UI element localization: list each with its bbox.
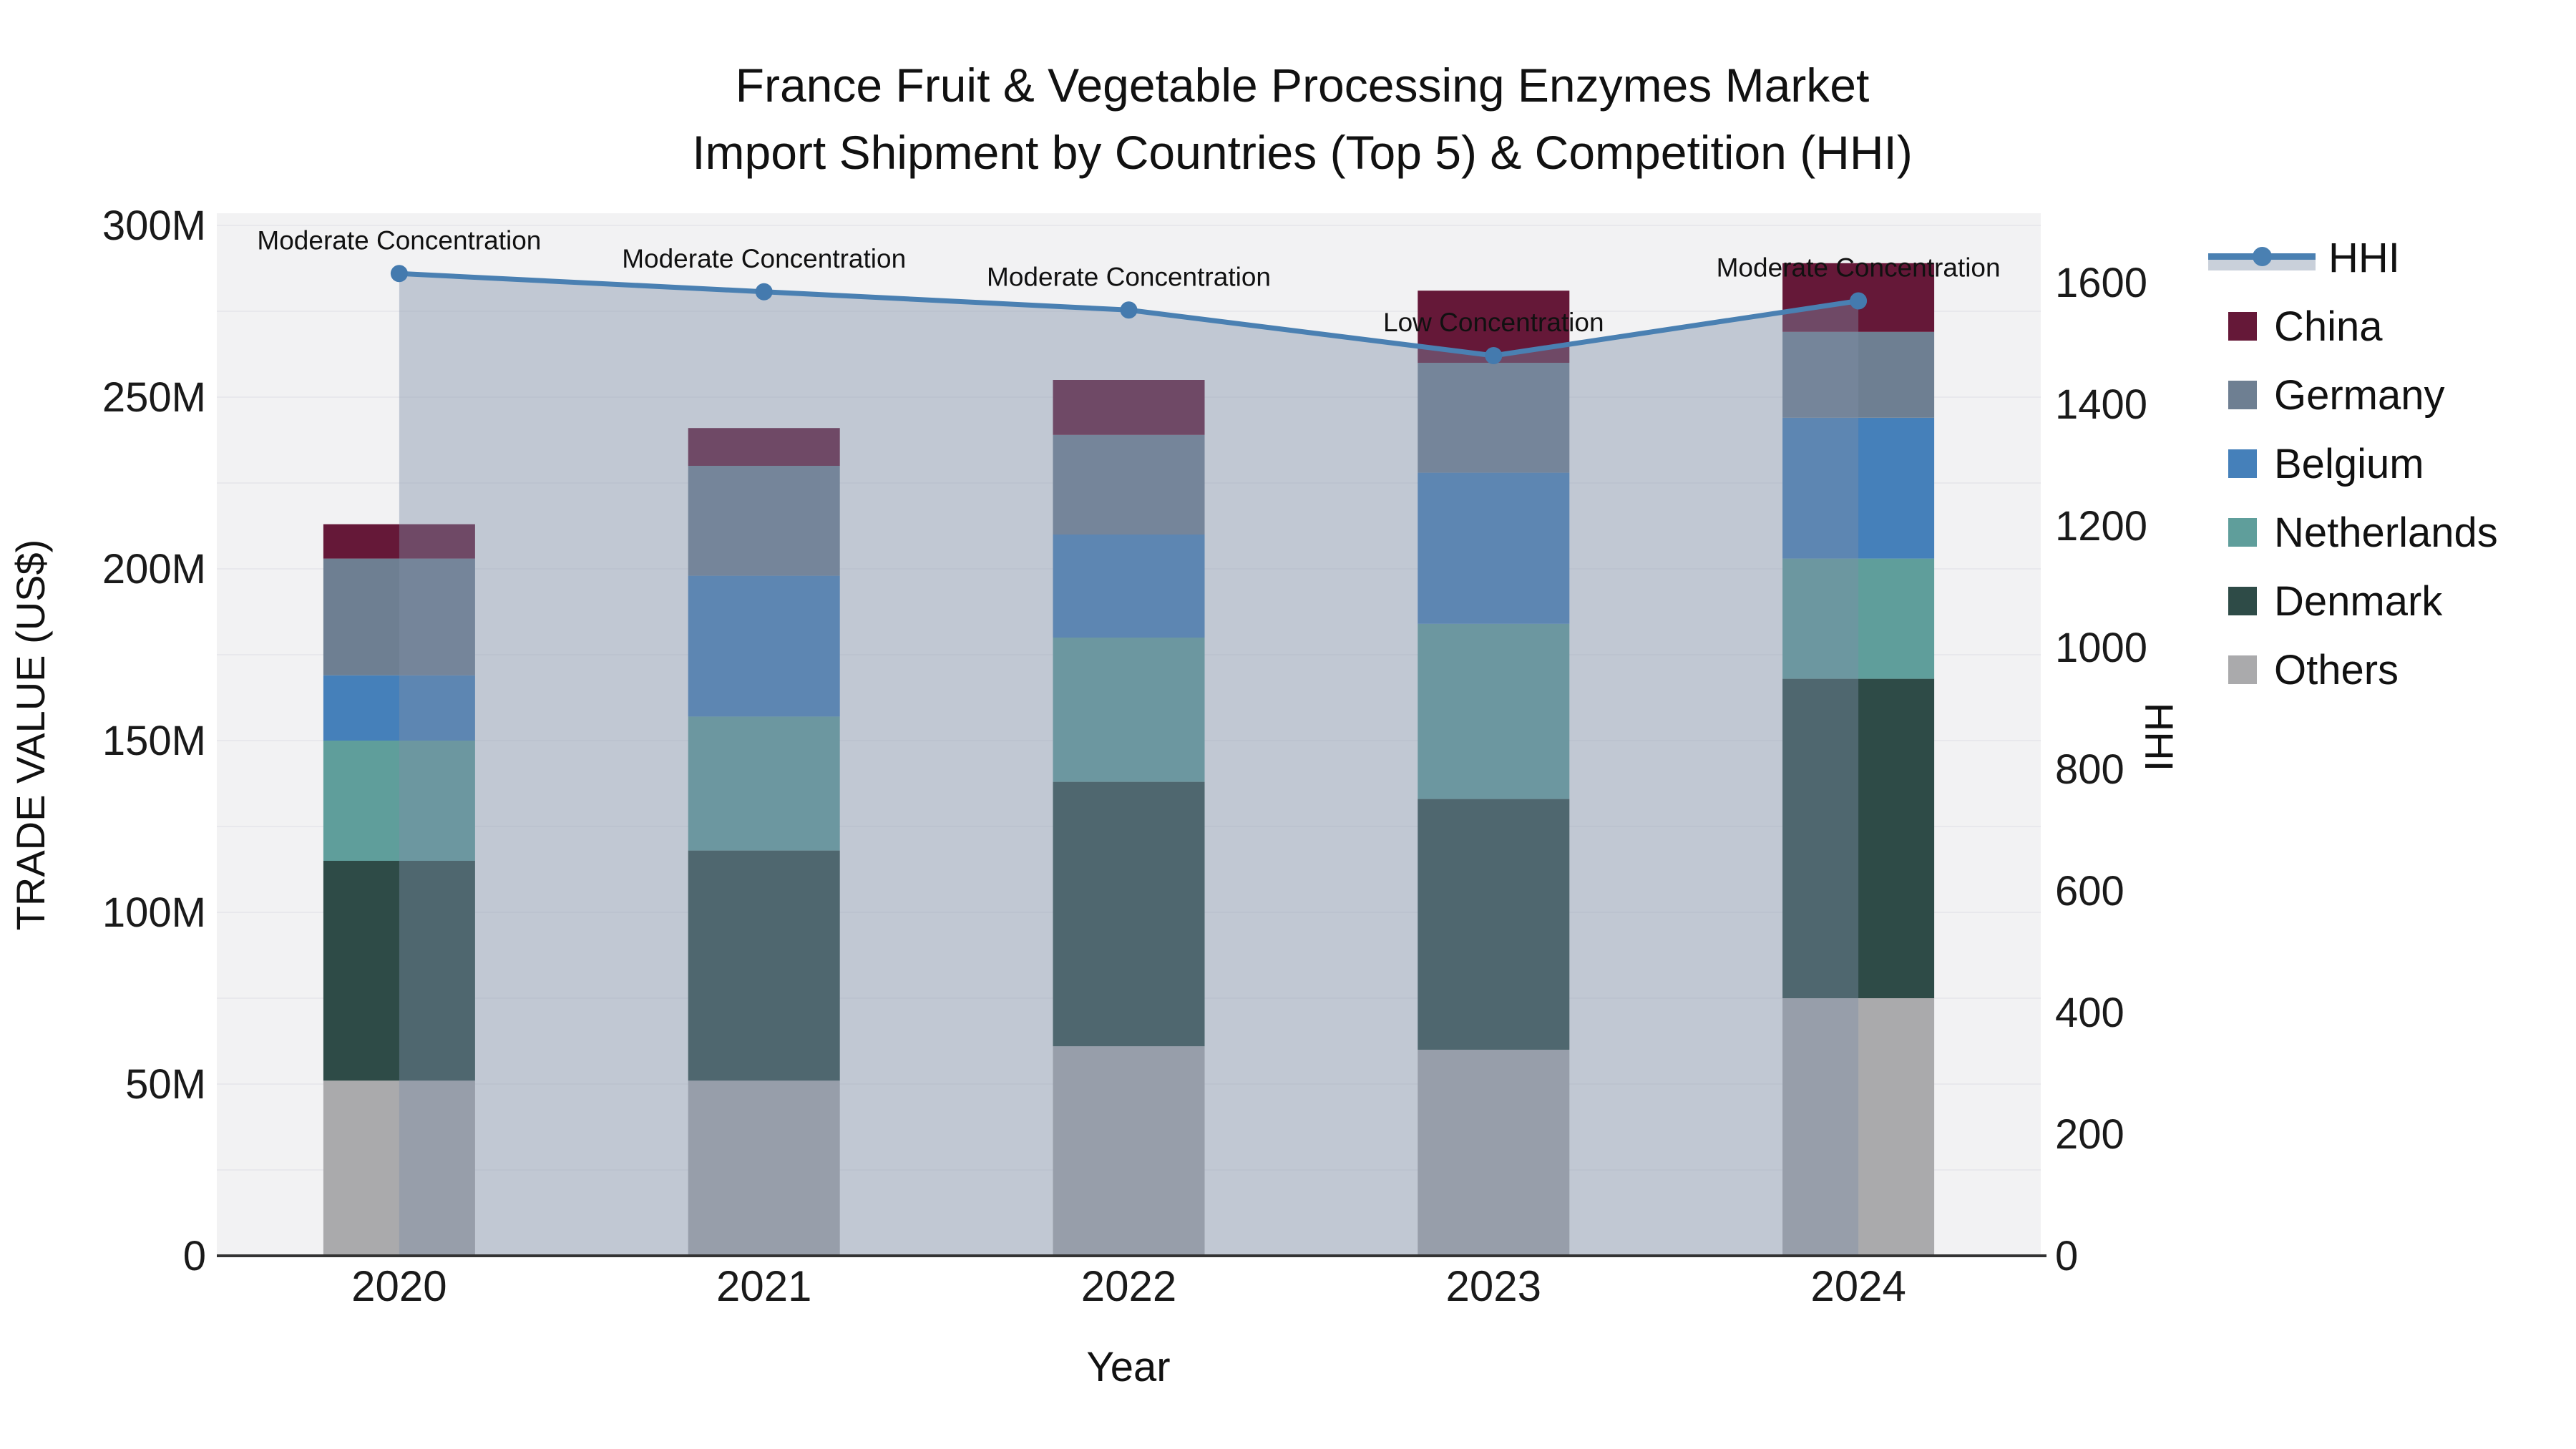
x-tick-2024: 2024 xyxy=(1810,1262,1906,1310)
bar-segment-2021-china[interactable] xyxy=(688,428,840,466)
bar-segment-2022-others[interactable] xyxy=(1053,1046,1205,1256)
y-right-axis-title: HHI xyxy=(2137,703,2182,771)
legend-label: Denmark xyxy=(2274,577,2443,625)
x-tick-2023: 2023 xyxy=(1446,1262,1541,1310)
legend-label: HHI xyxy=(2328,234,2400,281)
legend-item-china[interactable]: China xyxy=(2208,303,2498,350)
y-right-tick-600: 600 xyxy=(2055,868,2124,914)
legend-label: Belgium xyxy=(2274,440,2424,487)
annotation-2024: Moderate Concentration xyxy=(1717,253,2001,283)
y-left-tick-100M: 100M xyxy=(102,889,206,936)
legend-label: Netherlands xyxy=(2274,509,2498,556)
annotation-2021: Moderate Concentration xyxy=(622,244,906,273)
bar-segment-2022-denmark[interactable] xyxy=(1053,781,1205,1047)
y-right-tick-1000: 1000 xyxy=(2055,625,2147,671)
legend-label: Germany xyxy=(2274,371,2445,419)
x-axis-title: Year xyxy=(1086,1344,1170,1390)
hhi-point-2021[interactable] xyxy=(755,283,773,301)
legend-item-hhi[interactable]: HHI xyxy=(2208,234,2498,281)
x-tick-2021: 2021 xyxy=(716,1262,811,1310)
hhi-line-icon xyxy=(2208,242,2316,273)
legend-swatch-icon xyxy=(2228,587,2257,615)
bar-segment-2022-germany[interactable] xyxy=(1053,434,1205,535)
hhi-area-fill xyxy=(399,273,1859,1256)
bar-segment-2024-others[interactable] xyxy=(1782,998,1935,1256)
bar-segment-2020-belgium[interactable] xyxy=(323,675,475,741)
bar-segment-2020-netherlands[interactable] xyxy=(323,741,475,861)
legend-item-denmark[interactable]: Denmark xyxy=(2208,577,2498,625)
bar-segment-2024-germany[interactable] xyxy=(1782,331,1935,418)
hhi-point-2024[interactable] xyxy=(1850,292,1868,310)
legend-swatch-icon xyxy=(2228,655,2257,684)
legend-item-others[interactable]: Others xyxy=(2208,646,2498,693)
bar-segment-2022-belgium[interactable] xyxy=(1053,535,1205,638)
bar-segment-2022-china[interactable] xyxy=(1053,380,1205,435)
y-right-tick-200: 200 xyxy=(2055,1111,2124,1158)
bar-segment-2024-netherlands[interactable] xyxy=(1782,558,1935,679)
hhi-point-2023[interactable] xyxy=(1485,347,1503,364)
annotation-2020: Moderate Concentration xyxy=(257,225,541,255)
legend-item-netherlands[interactable]: Netherlands xyxy=(2208,509,2498,556)
bar-segment-2023-denmark[interactable] xyxy=(1418,799,1570,1050)
legend-swatch-icon xyxy=(2228,381,2257,409)
y-left-tick-200M: 200M xyxy=(102,546,206,592)
y-right-tick-800: 800 xyxy=(2055,746,2124,793)
chart-title-line1: France Fruit & Vegetable Processing Enzy… xyxy=(735,59,1870,112)
bar-segment-2021-others[interactable] xyxy=(688,1080,840,1256)
bar-segment-2020-china[interactable] xyxy=(323,524,475,559)
y-left-tick-250M: 250M xyxy=(102,374,206,421)
bar-segment-2020-denmark[interactable] xyxy=(323,861,475,1081)
legend-swatch-icon xyxy=(2228,312,2257,341)
bar-segment-2024-denmark[interactable] xyxy=(1782,678,1935,998)
chart-title-line2: Import Shipment by Countries (Top 5) & C… xyxy=(692,126,1913,179)
bar-segment-2021-belgium[interactable] xyxy=(688,575,840,717)
bar-segment-2021-germany[interactable] xyxy=(688,466,840,576)
bar-segment-2020-germany[interactable] xyxy=(323,558,475,675)
y-left-tick-50M: 50M xyxy=(125,1061,206,1108)
legend-label: Others xyxy=(2274,646,2399,693)
y-left-axis-title: TRADE VALUE (US$) xyxy=(8,540,53,931)
annotation-2023: Low Concentration xyxy=(1383,308,1604,337)
y-right-tick-0: 0 xyxy=(2055,1233,2078,1279)
y-right-tick-1200: 1200 xyxy=(2055,503,2147,550)
y-left-tick-300M: 300M xyxy=(102,203,206,249)
bar-segment-2024-belgium[interactable] xyxy=(1782,417,1935,559)
legend: HHI China Germany Belgium Netherlands Denmark… xyxy=(2208,234,2498,717)
legend-swatch-icon xyxy=(2228,449,2257,478)
x-tick-2022: 2022 xyxy=(1081,1262,1176,1310)
bar-segment-2023-germany[interactable] xyxy=(1418,363,1570,473)
legend-item-belgium[interactable]: Belgium xyxy=(2208,440,2498,487)
legend-swatch-icon xyxy=(2228,518,2257,547)
y-right-tick-400: 400 xyxy=(2055,990,2124,1036)
legend-item-germany[interactable]: Germany xyxy=(2208,371,2498,419)
x-tick-2020: 2020 xyxy=(351,1262,447,1310)
annotation-2022: Moderate Concentration xyxy=(987,262,1271,291)
y-left-tick-150M: 150M xyxy=(102,718,206,764)
bar-segment-2023-netherlands[interactable] xyxy=(1418,623,1570,799)
bar-segment-2023-others[interactable] xyxy=(1418,1050,1570,1256)
hhi-point-2020[interactable] xyxy=(390,265,408,283)
y-left-tick-0: 0 xyxy=(183,1233,206,1279)
chart-title: France Fruit & Vegetable Processing Enzy… xyxy=(29,52,2576,186)
y-right-tick-1600: 1600 xyxy=(2055,260,2147,306)
bar-segment-2020-others[interactable] xyxy=(323,1080,475,1256)
hhi-point-2022[interactable] xyxy=(1120,301,1138,319)
bar-segment-2021-netherlands[interactable] xyxy=(688,716,840,851)
bar-segment-2022-netherlands[interactable] xyxy=(1053,638,1205,782)
bar-segment-2021-denmark[interactable] xyxy=(688,850,840,1081)
bar-segment-2023-belgium[interactable] xyxy=(1418,472,1570,624)
y-right-tick-1400: 1400 xyxy=(2055,381,2147,428)
legend-label: China xyxy=(2274,303,2383,350)
